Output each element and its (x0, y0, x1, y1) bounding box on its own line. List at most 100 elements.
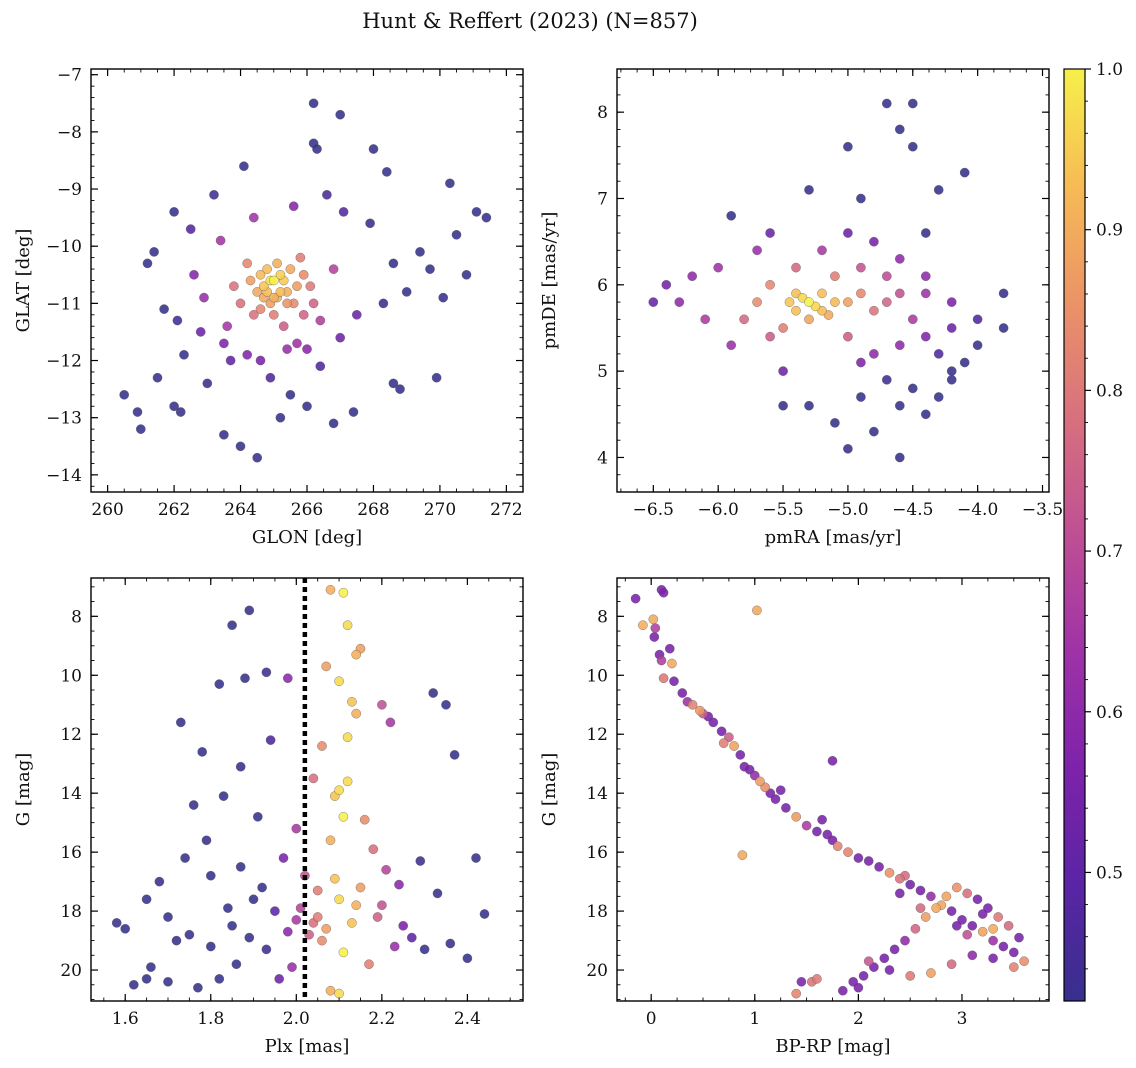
scatter-point (338, 812, 349, 822)
scatter-point (425, 264, 435, 274)
x-tick-label: 3 (957, 1009, 968, 1029)
scatter-point (302, 344, 312, 354)
scatter-point (869, 305, 879, 316)
y-tick-label: 16 (586, 843, 608, 863)
scatter-point (325, 585, 336, 595)
scatter-point (905, 879, 915, 890)
colorbar-tick-label: 0.7 (1096, 542, 1123, 562)
scatter-point (261, 667, 272, 678)
scatter-point (700, 314, 710, 325)
scatter-point (141, 894, 152, 905)
scatter-point (656, 655, 667, 666)
scatter-point (382, 167, 392, 177)
scatter-point (215, 235, 226, 246)
scatter-point (967, 921, 978, 931)
scatter-point (977, 909, 988, 919)
scatter-point (895, 888, 905, 899)
scatter-point (946, 959, 957, 969)
scatter-point (843, 847, 853, 857)
scatter-point (169, 401, 179, 412)
scatter-point (718, 738, 729, 748)
scatter-point (674, 297, 685, 307)
scatter-point (998, 941, 1009, 952)
scatter-point (235, 298, 246, 309)
x-axis-label: Plx [mas] (265, 1036, 350, 1057)
scatter-point (292, 338, 302, 349)
y-tick-label: 10 (60, 666, 82, 686)
scatter-point (687, 271, 697, 281)
scatter-point (804, 400, 814, 411)
scatter-point (791, 812, 801, 822)
x-tick-label: 260 (91, 500, 123, 520)
scatter-point (136, 424, 146, 434)
scatter-point (364, 959, 374, 969)
scatter-point (347, 918, 357, 928)
x-tick-label: −5.5 (762, 500, 803, 520)
scatter-point (389, 941, 400, 952)
y-tick-label: −8 (57, 123, 82, 143)
scatter-point (338, 587, 349, 598)
scatter-point (882, 375, 892, 385)
panels: 260 262 264 266 268 270 272−14−13−12−11−10−9−8… (13, 66, 1063, 1057)
scatter-point (869, 349, 879, 359)
scatter-point (184, 929, 195, 940)
y-tick-label: 8 (597, 103, 608, 123)
points-glon-glat (119, 98, 492, 463)
scatter-point (765, 331, 775, 342)
scatter-point (882, 271, 892, 281)
scatter-point (219, 338, 229, 349)
colorbar: 0.5 0.6 0.7 0.8 0.9 1.0 (1063, 60, 1123, 1002)
scatter-point (298, 310, 309, 320)
scatter-point (908, 383, 918, 394)
scatter-point (908, 98, 918, 109)
scatter-point (317, 935, 327, 946)
scatter-point (308, 98, 319, 109)
scatter-point (372, 912, 383, 922)
scatter-point (199, 292, 209, 303)
scatter-point (445, 938, 456, 949)
figure-title: Hunt & Reffert (2023) (N=857) (362, 9, 698, 33)
scatter-point (812, 826, 822, 837)
scatter-point (863, 956, 874, 966)
scatter-point (334, 676, 344, 686)
scatter-point (998, 323, 1009, 333)
scatter-point (347, 697, 357, 707)
scatter-point (385, 717, 396, 728)
scatter-point (163, 977, 173, 987)
scatter-point (235, 761, 246, 772)
scatter-point (752, 297, 762, 307)
scatter-point (895, 124, 905, 135)
scatter-point (804, 314, 814, 325)
scatter-point (775, 785, 786, 795)
scatter-point (248, 894, 259, 905)
x-tick-label: −3.5 (1022, 500, 1063, 520)
scatter-point (765, 228, 775, 238)
scatter-point (171, 935, 182, 946)
scatter-point (988, 953, 998, 964)
colorbar-tick-label: 0.5 (1096, 863, 1123, 883)
y-tick-label: 16 (60, 843, 82, 863)
scatter-point (244, 605, 255, 616)
scatter-point (713, 262, 723, 273)
scatter-point (428, 688, 438, 698)
scatter-point (355, 882, 366, 893)
points-plx-g (111, 585, 490, 999)
scatter-point (882, 98, 892, 109)
scatter-point (175, 407, 186, 417)
scatter-point (933, 185, 944, 195)
scatter-point (129, 980, 139, 990)
scatter-point (223, 903, 233, 913)
scatter-point (239, 161, 249, 171)
scatter-point (317, 741, 327, 751)
x-tick-label: −5.0 (827, 500, 868, 520)
scatter-point (259, 281, 269, 291)
x-tick-label: 268 (357, 500, 389, 520)
scatter-point (832, 841, 843, 851)
scatter-point (921, 271, 931, 281)
scatter-point (278, 853, 289, 863)
scatter-point (735, 750, 746, 760)
scatter-point (959, 357, 970, 368)
scatter-point (275, 287, 286, 297)
scatter-point (257, 882, 267, 893)
